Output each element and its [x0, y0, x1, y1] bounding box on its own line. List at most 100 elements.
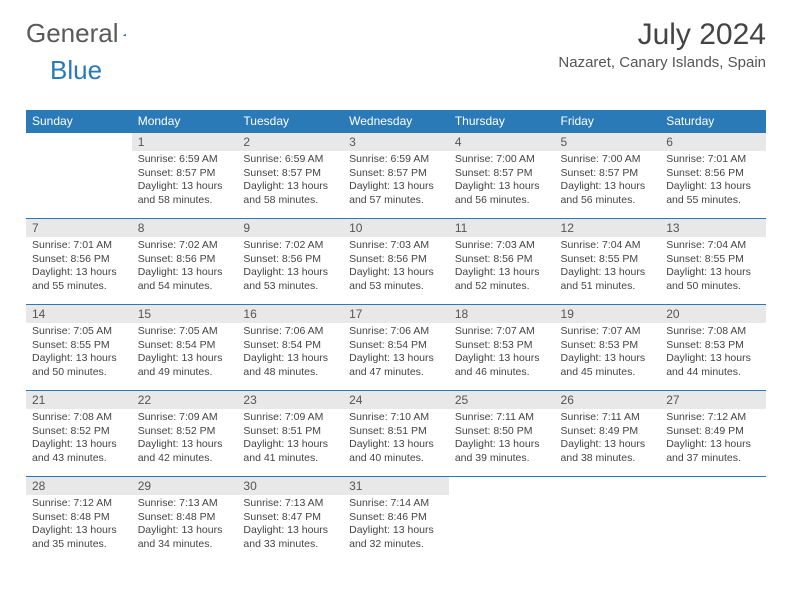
day-number: 12	[555, 219, 661, 237]
sunrise-line: Sunrise: 7:13 AM	[138, 497, 218, 509]
weekday-header: Saturday	[660, 110, 766, 133]
sunset-line: Sunset: 8:57 PM	[349, 167, 427, 179]
calendar-row: 7Sunrise: 7:01 AMSunset: 8:56 PMDaylight…	[26, 219, 766, 305]
sunset-line: Sunset: 8:57 PM	[561, 167, 639, 179]
daylight-line: Daylight: 13 hours and 56 minutes.	[561, 180, 646, 206]
day-number: 27	[660, 391, 766, 409]
calendar-cell	[449, 477, 555, 563]
sunrise-line: Sunrise: 7:12 AM	[666, 411, 746, 423]
daylight-line: Daylight: 13 hours and 58 minutes.	[138, 180, 223, 206]
weekday-header: Friday	[555, 110, 661, 133]
calendar-cell	[555, 477, 661, 563]
day-details: Sunrise: 7:11 AMSunset: 8:50 PMDaylight:…	[449, 409, 555, 470]
calendar-cell: 5Sunrise: 7:00 AMSunset: 8:57 PMDaylight…	[555, 133, 661, 219]
day-number	[26, 133, 132, 137]
logo-sail-icon	[123, 24, 127, 44]
daylight-line: Daylight: 13 hours and 50 minutes.	[32, 352, 117, 378]
calendar-body: 1Sunrise: 6:59 AMSunset: 8:57 PMDaylight…	[26, 133, 766, 563]
weekday-header: Monday	[132, 110, 238, 133]
day-details: Sunrise: 7:07 AMSunset: 8:53 PMDaylight:…	[555, 323, 661, 384]
calendar-cell: 14 Sunrise: 7:05 AM Sunset: 8:55 PMDayligh…	[26, 305, 132, 391]
daylight-line: Daylight: 13 hours and 55 minutes.	[32, 266, 117, 292]
day-details: Sunrise: 7:12 AMSunset: 8:49 PMDaylight:…	[660, 409, 766, 470]
sunrise-line: Sunrise: 7:09 AM	[243, 411, 323, 423]
sunrise-line: Sunrise: 7:05 AM	[32, 325, 112, 337]
daylight-line: Daylight: 13 hours and 50 minutes.	[666, 266, 751, 292]
day-details: Sunrise: 7:04 AMSunset: 8:55 PMDaylight:…	[555, 237, 661, 298]
calendar-cell: 10Sunrise: 7:03 AMSunset: 8:56 PMDayligh…	[343, 219, 449, 305]
daylight-line: Daylight: 13 hours and 42 minutes.	[138, 438, 223, 464]
day-number: 11	[449, 219, 555, 237]
day-details: Sunrise: 7:05 AMSunset: 8:54 PMDaylight:…	[132, 323, 238, 384]
day-details: Sunrise: 7:00 AMSunset: 8:57 PMDaylight:…	[449, 151, 555, 212]
sunrise-line: Sunrise: 7:03 AM	[455, 239, 535, 251]
day-number: 14	[26, 305, 132, 323]
day-details: Sunrise: 7:03 AMSunset: 8:56 PMDaylight:…	[449, 237, 555, 298]
sunrise-line: Sunrise: 7:13 AM	[243, 497, 323, 509]
day-number: 6	[660, 133, 766, 151]
day-number: 16	[237, 305, 343, 323]
calendar-cell: 7Sunrise: 7:01 AMSunset: 8:56 PMDaylight…	[26, 219, 132, 305]
day-details: Sunrise: 7:05 AM Sunset: 8:55 PMDaylight:…	[26, 323, 132, 384]
sunset-line: Sunset: 8:49 PM	[561, 425, 639, 437]
day-number: 26	[555, 391, 661, 409]
daylight-line: Daylight: 13 hours and 34 minutes.	[138, 524, 223, 550]
calendar-cell: 4Sunrise: 7:00 AMSunset: 8:57 PMDaylight…	[449, 133, 555, 219]
sunrise-line: Sunrise: 7:06 AM	[243, 325, 323, 337]
calendar-cell: 19Sunrise: 7:07 AMSunset: 8:53 PMDayligh…	[555, 305, 661, 391]
daylight-line: Daylight: 13 hours and 41 minutes.	[243, 438, 328, 464]
daylight-line: Daylight: 13 hours and 58 minutes.	[243, 180, 328, 206]
daylight-line: Daylight: 13 hours and 38 minutes.	[561, 438, 646, 464]
daylight-line: Daylight: 13 hours and 33 minutes.	[243, 524, 328, 550]
daylight-line: Daylight: 13 hours and 48 minutes.	[243, 352, 328, 378]
sunrise-line: Sunrise: 7:14 AM	[349, 497, 429, 509]
day-details: Sunrise: 7:08 AMSunset: 8:52 PMDaylight:…	[26, 409, 132, 470]
daylight-line: Daylight: 13 hours and 55 minutes.	[666, 180, 751, 206]
daylight-line: Daylight: 13 hours and 45 minutes.	[561, 352, 646, 378]
sunset-line: Sunset: 8:54 PM	[349, 339, 427, 351]
day-number: 10	[343, 219, 449, 237]
day-number: 24	[343, 391, 449, 409]
day-number: 2	[237, 133, 343, 151]
sunrise-line: Sunrise: 6:59 AM	[349, 153, 429, 165]
day-details: Sunrise: 6:59 AMSunset: 8:57 PMDaylight:…	[132, 151, 238, 212]
day-details: Sunrise: 7:04 AMSunset: 8:55 PMDaylight:…	[660, 237, 766, 298]
daylight-line: Daylight: 13 hours and 53 minutes.	[243, 266, 328, 292]
sunset-line: Sunset: 8:51 PM	[243, 425, 321, 437]
day-number: 21	[26, 391, 132, 409]
sunset-line: Sunset: 8:50 PM	[455, 425, 533, 437]
daylight-line: Daylight: 13 hours and 37 minutes.	[666, 438, 751, 464]
calendar-cell: 20Sunrise: 7:08 AMSunset: 8:53 PMDayligh…	[660, 305, 766, 391]
sunrise-line: Sunrise: 7:02 AM	[138, 239, 218, 251]
weekday-header: Thursday	[449, 110, 555, 133]
daylight-line: Daylight: 13 hours and 46 minutes.	[455, 352, 540, 378]
sunset-line: Sunset: 8:53 PM	[561, 339, 639, 351]
day-number	[555, 477, 661, 481]
sunset-line: Sunset: 8:52 PM	[138, 425, 216, 437]
sunset-line: Sunset: 8:53 PM	[666, 339, 744, 351]
sunrise-line: Sunrise: 7:11 AM	[455, 411, 534, 423]
sunset-line: Sunset: 8:55 PM	[32, 339, 110, 351]
calendar-cell: 26Sunrise: 7:11 AMSunset: 8:49 PMDayligh…	[555, 391, 661, 477]
weekday-header-row: Sunday Monday Tuesday Wednesday Thursday…	[26, 110, 766, 133]
sunrise-line: Sunrise: 7:01 AM	[666, 153, 746, 165]
calendar-row: 28Sunrise: 7:12 AMSunset: 8:48 PMDayligh…	[26, 477, 766, 563]
logo-text-b: Blue	[50, 55, 102, 85]
day-number: 8	[132, 219, 238, 237]
calendar-cell: 31Sunrise: 7:14 AMSunset: 8:46 PMDayligh…	[343, 477, 449, 563]
sunset-line: Sunset: 8:56 PM	[243, 253, 321, 265]
daylight-line: Daylight: 13 hours and 52 minutes.	[455, 266, 540, 292]
calendar-row: 14Sunrise: 7:05 AMSunset: 8:55 PMDayligh…	[26, 305, 766, 391]
day-number: 22	[132, 391, 238, 409]
calendar-cell: 17Sunrise: 7:06 AMSunset: 8:54 PMDayligh…	[343, 305, 449, 391]
day-number: 28	[26, 477, 132, 495]
calendar-table: Sunday Monday Tuesday Wednesday Thursday…	[26, 110, 766, 563]
sunrise-line: Sunrise: 7:09 AM	[138, 411, 218, 423]
sunset-line: Sunset: 8:56 PM	[349, 253, 427, 265]
day-number: 9	[237, 219, 343, 237]
day-number: 31	[343, 477, 449, 495]
day-number: 19	[555, 305, 661, 323]
daylight-line: Daylight: 13 hours and 43 minutes.	[32, 438, 117, 464]
calendar-cell	[660, 477, 766, 563]
calendar-cell: 11Sunrise: 7:03 AMSunset: 8:56 PMDayligh…	[449, 219, 555, 305]
